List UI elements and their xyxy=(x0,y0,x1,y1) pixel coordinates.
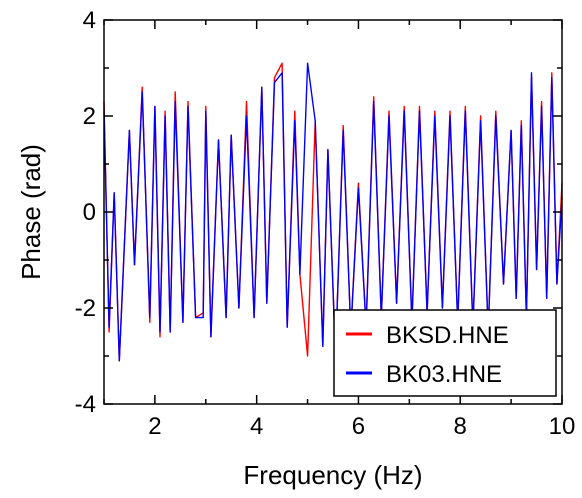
y-tick-label: 4 xyxy=(83,7,96,34)
x-tick-label: 8 xyxy=(454,413,467,440)
x-axis-title: Frequency (Hz) xyxy=(243,460,422,490)
y-axis-title: Phase (rad) xyxy=(16,144,46,280)
x-tick-label: 4 xyxy=(250,413,263,440)
x-tick-label: 6 xyxy=(352,413,365,440)
y-tick-label: 2 xyxy=(83,103,96,130)
legend-label-bk03: BK03.HNE xyxy=(386,361,502,388)
legend-label-bksd: BKSD.HNE xyxy=(386,322,509,349)
series-line-1 xyxy=(103,62,563,362)
y-tick-label: -2 xyxy=(75,295,96,322)
x-tick-label: 10 xyxy=(549,413,576,440)
axis-ticks xyxy=(103,19,563,405)
legend-box xyxy=(333,309,557,397)
x-tick-label: 2 xyxy=(148,413,161,440)
tick-labels: 2 4 6 8 10 -4 -2 0 2 4 xyxy=(75,7,576,440)
legend: BKSD.HNE BK03.HNE xyxy=(333,309,557,397)
y-tick-label: -4 xyxy=(75,391,96,418)
y-tick-label: 0 xyxy=(83,199,96,226)
series-lines xyxy=(103,62,563,362)
